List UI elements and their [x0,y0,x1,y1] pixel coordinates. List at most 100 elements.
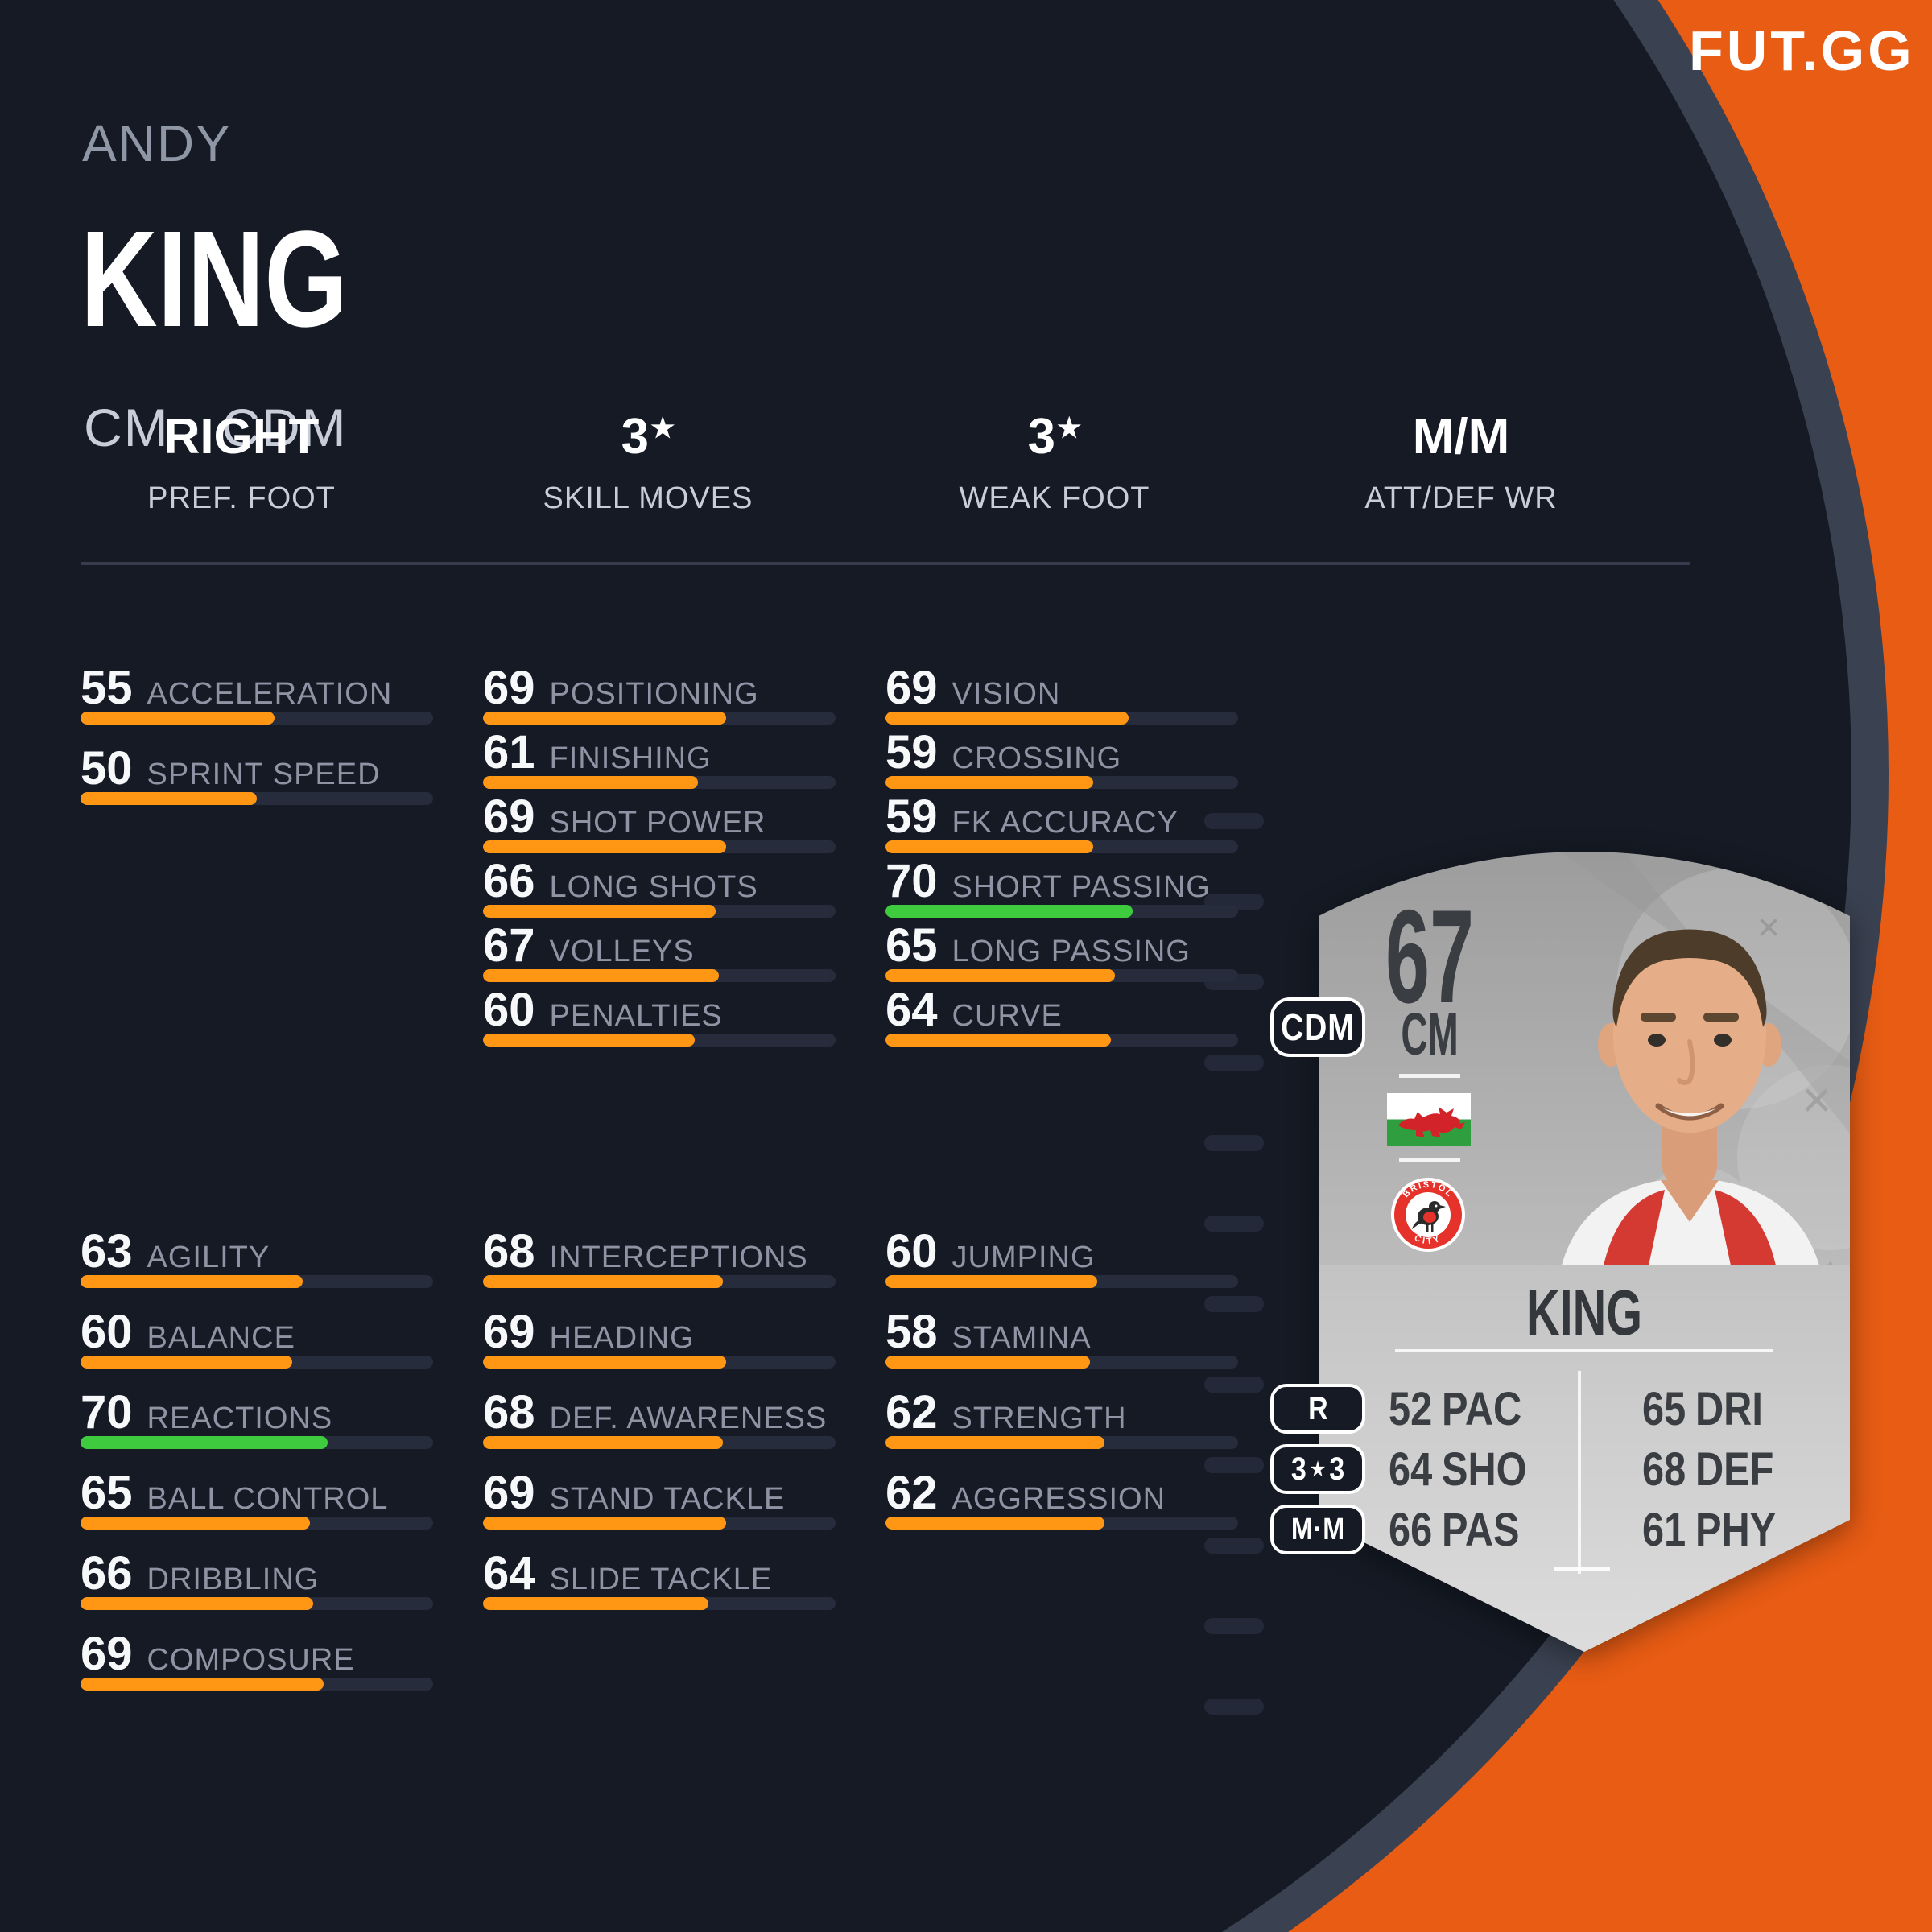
stat-bar-fill [886,1517,1104,1530]
stat-bar-track [80,712,433,724]
stat-bar-track [886,1517,1238,1530]
stat-value: 50 [80,742,133,795]
star-icon: ★ [1310,1458,1326,1480]
decor-dash [1204,1618,1264,1634]
stat-bar-fill [886,1034,1112,1046]
decor-dash [1204,1135,1264,1151]
fut-gg-logo: FUT.GG [1689,19,1915,82]
stat-bar-track [80,1436,433,1449]
stat-row: 69 HEADING [483,1309,836,1389]
stat-bar-track [483,905,836,918]
stat-value: 67 [483,919,535,972]
stat-label: STAMINA [952,1321,1092,1355]
decor-dash [1204,1216,1264,1232]
star-icon: ★ [1057,413,1082,444]
stat-bar-fill [80,1436,328,1449]
stat-row: 69 POSITIONING [483,665,836,729]
stat-bar-track [80,1275,433,1288]
player-photo [1562,929,1819,1265]
stat-group-physical: 60 JUMPING 58 STAMINA 62 STRENGTH 62 AGGRESS… [886,1228,1238,1550]
summary-workrate: M/M ATT/DEF WR [1364,412,1557,514]
stat-label: SHORT PASSING [952,870,1211,904]
player-avatar [1562,929,1819,1265]
stat-group-defending: 68 INTERCEPTIONS 69 HEADING 68 DEF. AWARENE… [483,1228,836,1631]
stat-value: 66 [483,855,535,907]
stat-label: FINISHING [549,741,712,775]
stat-value: 58 [886,1306,938,1358]
stat-label: LONG PASSING [952,935,1191,968]
stat-bar-track [886,1034,1238,1046]
stat-value: 60 [80,1306,133,1358]
stat-row: 61 FINISHING [483,729,836,794]
stat-group-shooting: 69 POSITIONING 61 FINISHING 69 SHOT POWER 6… [483,665,836,1051]
card-stats-divider [1578,1371,1581,1574]
stat-row: 63 AGILITY [80,1228,433,1309]
card-divider [1399,1074,1460,1078]
stat-row: 59 CROSSING [886,729,1238,794]
stat-value: 69 [886,662,938,714]
card-stat-sho: 64 SHO [1389,1443,1527,1496]
stat-bar-track [80,1356,433,1368]
stat-row: 55 ACCELERATION [80,665,433,745]
stat-group-pace: 55 ACCELERATION 50 SPRINT SPEED [80,665,433,826]
stat-bar-track [886,840,1238,853]
stat-label: REACTIONS [147,1402,333,1435]
card-stat-def: 68 DEF [1642,1443,1774,1496]
decor-dash [1204,1377,1264,1393]
stat-value: 61 [483,726,535,778]
stat-value: 60 [483,984,535,1036]
star-icon: ★ [650,413,675,444]
stat-label: STRENGTH [952,1402,1127,1435]
summary-value: 3 [1027,409,1055,464]
stat-bar-track [483,1356,836,1368]
svg-text:CITY: CITY [1413,1233,1443,1246]
stat-bar-track [886,905,1238,918]
stat-row: 69 COMPOSURE [80,1631,433,1711]
stat-label: DRIBBLING [147,1563,320,1596]
stat-value: 59 [886,791,938,843]
card-stat-pac: 52 PAC [1389,1383,1522,1435]
stat-bar-fill [80,1597,314,1610]
stat-bar-fill [483,1356,727,1368]
summary-label: WEAK FOOT [959,481,1150,515]
bristol-city-crest: BRISTOL CITY [1391,1178,1465,1252]
stat-value: 62 [886,1467,938,1519]
stat-bar-fill [886,712,1129,724]
stat-value: 69 [483,791,535,843]
stat-row: 64 SLIDE TACKLE [483,1550,836,1631]
summary-value: RIGHT [163,409,320,464]
badge-alt-position: CDM [1270,997,1365,1057]
card-rating: 67 [1385,882,1475,1030]
stat-bar-fill [483,712,727,724]
welsh-dragon [1398,1107,1465,1137]
stat-value: 69 [483,1467,535,1519]
stat-label: HEADING [549,1321,695,1355]
stat-row: 60 PENALTIES [483,987,836,1051]
stat-bar-track [80,1678,433,1690]
card-position: CM [1401,1001,1459,1067]
stat-value: 69 [483,662,535,714]
stat-value: 70 [80,1386,133,1439]
stat-row: 67 VOLLEYS [483,923,836,987]
stat-bar-fill [483,905,716,918]
stat-bar-track [483,1597,836,1610]
section-divider [80,562,1690,565]
svg-text:×: × [1802,1071,1831,1129]
stat-value: 68 [483,1225,535,1278]
stat-value: 55 [80,662,133,714]
stat-row: 60 JUMPING [886,1228,1238,1309]
stat-row: 65 BALL CONTROL [80,1470,433,1550]
stat-bar-fill [886,1275,1097,1288]
stat-bar-fill [886,905,1133,918]
stat-bar-fill [483,1034,695,1046]
stat-bar-track [483,840,836,853]
stat-label: BALANCE [147,1321,295,1355]
stat-bar-fill [80,1356,292,1368]
stat-bar-track [483,712,836,724]
card-stat-dri: 65 DRI [1642,1383,1763,1435]
stat-group-passing: 69 VISION 59 CROSSING 59 FK ACCURACY 70 SHOR… [886,665,1238,1051]
stat-label: JUMPING [952,1241,1096,1274]
stat-value: 69 [80,1628,133,1680]
stat-bar-fill [80,1678,324,1690]
summary-pref-foot: RIGHT PREF. FOOT [147,412,336,514]
